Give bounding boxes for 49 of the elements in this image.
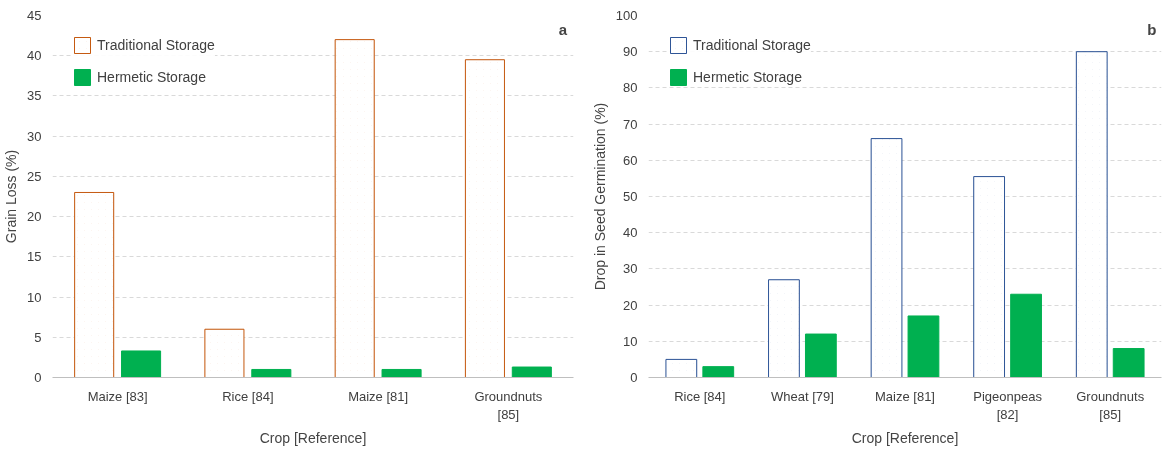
- y-tick-label: 25: [27, 168, 42, 184]
- x-tick-label: Maize [81]: [348, 388, 409, 404]
- bar: [251, 368, 292, 378]
- x-tick-label: Pigeonpeas [82]: [973, 388, 1043, 422]
- x-tick-label: Maize [83]: [87, 388, 148, 404]
- legend-label: Hermetic Storage: [97, 69, 206, 85]
- bar: [511, 366, 552, 378]
- y-tick-label: 90: [623, 44, 638, 60]
- y-tick-label: 5: [34, 329, 42, 345]
- x-axis-title: Crop [Reference]: [259, 429, 367, 446]
- y-tick-label: 100: [615, 8, 638, 23]
- y-tick-label: 40: [27, 48, 42, 64]
- y-tick-label: 40: [623, 225, 638, 241]
- y-tick-label: 30: [27, 128, 42, 144]
- y-tick-label: 30: [623, 261, 638, 277]
- y-tick-label: 70: [623, 116, 638, 132]
- annotation: a: [558, 20, 568, 38]
- y-axis-title: Drop in Seed Germination (%): [591, 102, 608, 291]
- x-tick-label: Wheat [79]: [770, 388, 834, 404]
- y-tick-label: 0: [34, 370, 42, 385]
- bar: [121, 350, 162, 378]
- legend-label: Traditional Storage: [97, 37, 215, 53]
- bar: [804, 333, 837, 378]
- y-tick-label: 10: [27, 289, 42, 305]
- x-tick-label: Groundnuts [85]: [474, 388, 543, 422]
- y-tick-label: 50: [623, 189, 638, 204]
- bar: [381, 368, 422, 378]
- bar: [1010, 293, 1042, 378]
- x-tick-label: Groundnuts [85]: [1076, 388, 1145, 422]
- annotation: b: [1147, 20, 1157, 38]
- y-tick-label: 10: [623, 333, 638, 349]
- x-tick-label: Maize [81]: [875, 388, 935, 404]
- x-axis-title: Crop [Reference]: [851, 429, 959, 446]
- y-tick-label: 60: [623, 152, 638, 168]
- legend-label: Hermetic Storage: [693, 69, 802, 85]
- y-tick-label: 20: [27, 209, 42, 225]
- legend-label: Traditional Storage: [693, 37, 811, 53]
- y-tick-label: 80: [623, 80, 638, 96]
- y-tick-label: 0: [630, 370, 638, 385]
- y-tick-label: 45: [27, 8, 42, 23]
- bar: [702, 366, 735, 378]
- y-tick-label: 35: [27, 88, 42, 104]
- y-axis-title: Grain Loss (%): [3, 149, 20, 244]
- y-tick-label: 20: [623, 297, 638, 313]
- x-tick-label: Rice [84]: [674, 388, 726, 404]
- bar: [907, 315, 940, 378]
- x-tick-label: Rice [84]: [222, 388, 274, 404]
- y-tick-label: 15: [27, 249, 42, 265]
- bar: [1112, 348, 1145, 378]
